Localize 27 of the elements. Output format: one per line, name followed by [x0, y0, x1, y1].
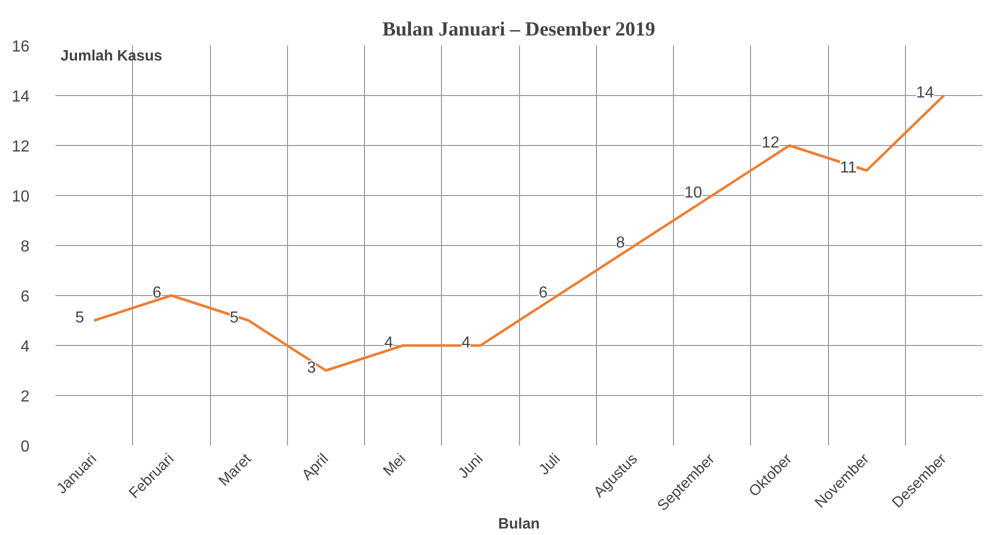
data-label: 11	[840, 160, 857, 176]
y-tick-label: 16	[12, 38, 30, 56]
x-tick-label: Juli	[536, 450, 564, 478]
data-label: 5	[75, 310, 84, 326]
y-tick-label: 14	[12, 88, 30, 106]
data-label: 8	[616, 234, 625, 252]
y-tick-label: 12	[12, 138, 30, 156]
data-label: 4	[384, 334, 394, 352]
data-label: 6	[152, 284, 162, 302]
y-tick-label: 6	[20, 288, 30, 306]
x-tick-label: Juni	[454, 450, 486, 482]
y-axis-title: Jumlah Kasus	[60, 48, 162, 64]
data-label: 10	[684, 184, 702, 202]
data-label: 5	[230, 310, 239, 326]
y-tick-label: 0	[20, 438, 30, 456]
y-tick-label: 4	[20, 338, 30, 356]
data-label: 4	[461, 334, 470, 352]
y-tick-label: 2	[20, 388, 30, 406]
x-tick-label: Mei	[380, 450, 410, 480]
data-label: 6	[538, 284, 548, 302]
y-tick-label: 10	[12, 188, 30, 206]
x-axis-title: Bulan	[498, 515, 540, 532]
data-label: 3	[306, 360, 316, 376]
data-label: 14	[916, 84, 934, 102]
data-label: 12	[762, 134, 780, 152]
y-tick-label: 8	[20, 238, 30, 256]
chart-title: Bulan Januari – Desember 2019	[382, 18, 656, 40]
